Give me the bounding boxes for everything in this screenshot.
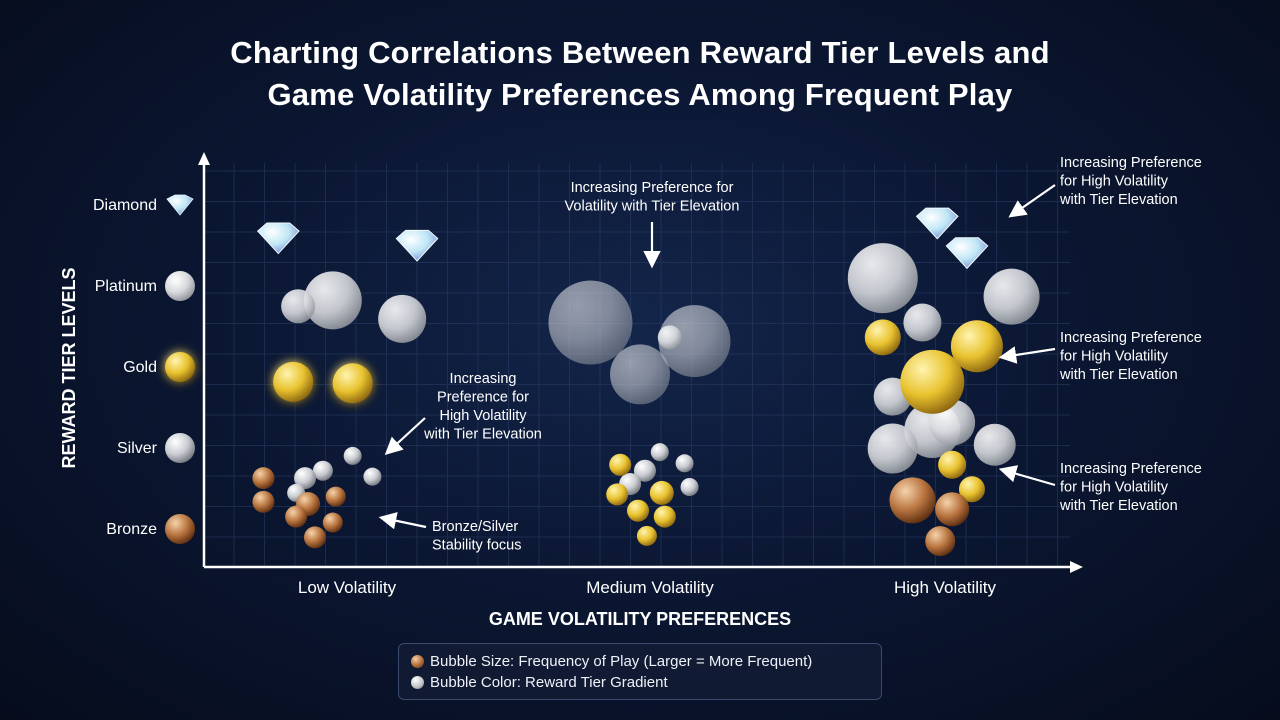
bronze-dot-icon	[411, 655, 424, 668]
bubble-platinum-4	[303, 271, 362, 330]
bubble-silver-26	[633, 459, 656, 482]
bubble-gold-30	[609, 453, 632, 476]
y-axis-title: REWARD TIER LEVELS	[59, 267, 79, 468]
chart-title-line-1: Charting Correlations Between Reward Tie…	[230, 35, 1050, 70]
bubble-bronze-19	[322, 512, 343, 533]
bubble-platinum-42	[867, 423, 918, 474]
annotation-arrow-5	[998, 465, 1056, 487]
bubble-platinum-21	[548, 280, 633, 365]
bubble-diamond-0	[256, 222, 300, 255]
legend-color-label: Bubble Color: Reward Tier Gradient	[430, 674, 668, 691]
bubble-gold-7	[273, 361, 314, 402]
x-tick-label-0: Low Volatility	[298, 578, 397, 597]
bubble-gold-48	[958, 476, 985, 503]
y-tick-label-gold: Gold	[123, 359, 157, 376]
annotation-arrow-3	[378, 512, 427, 530]
bubble-platinum-22	[658, 305, 731, 378]
annotation-arrow-1	[1008, 184, 1056, 218]
bubble-gold-31	[606, 483, 629, 506]
chart-title: Charting Correlations Between Reward Tie…	[0, 32, 1280, 116]
bubble-silver-10	[343, 446, 362, 465]
bubble-platinum-36	[847, 243, 918, 314]
bubble-platinum-23	[610, 344, 670, 405]
y-tick-label-silver: Silver	[117, 440, 158, 457]
legend-size-row: Bubble Size: Frequency of Play (Larger =…	[411, 651, 869, 672]
bubble-diamond-1	[395, 229, 439, 262]
annotation-arrow-4	[998, 346, 1056, 364]
bubble-gold-46	[900, 349, 965, 414]
bubble-bronze-18	[285, 505, 308, 528]
bubble-bronze-50	[935, 492, 970, 527]
annotation-text-3: Bronze/Silver Stability focus	[432, 519, 521, 554]
bubble-silver-9	[312, 460, 333, 481]
bubble-platinum-24	[657, 325, 682, 350]
bubble-platinum-37	[983, 268, 1040, 325]
bubble-platinum-5	[281, 289, 316, 324]
bubble-silver-27	[675, 454, 694, 473]
bubble-gold-47	[938, 450, 967, 479]
bubble-gold-32	[649, 480, 674, 505]
annotation-text-5: Increasing Preference for High Volatility…	[1059, 461, 1202, 514]
bubble-bronze-49	[889, 477, 936, 524]
annotation-text-2: Increasing Preference for High Volatility w…	[423, 371, 542, 443]
legend-size-label: Bubble Size: Frequency of Play (Larger =…	[430, 653, 813, 670]
x-axis-title: GAME VOLATILITY PREFERENCES	[489, 609, 791, 629]
bubble-gold-33	[627, 499, 650, 522]
platinum-tier-icon	[165, 271, 195, 301]
bubble-silver-25	[650, 443, 669, 462]
bubble-bronze-15	[252, 490, 275, 513]
bubble-gold-8	[332, 363, 373, 404]
annotation-arrow-2	[384, 417, 426, 455]
y-tick-label-platinum: Platinum	[95, 278, 157, 295]
legend-color-row: Bubble Color: Reward Tier Gradient	[411, 672, 869, 693]
legend-box: Bubble Size: Frequency of Play (Larger =…	[398, 643, 882, 700]
bubble-gold-35	[636, 525, 657, 546]
y-tick-label-bronze: Bronze	[106, 521, 157, 538]
chart-title-line-2: Game Volatility Preferences Among Freque…	[267, 77, 1013, 112]
gold-tier-icon	[165, 352, 195, 382]
x-tick-label-1: Medium Volatility	[586, 578, 714, 597]
bubble-gold-34	[653, 505, 676, 528]
bubble-bronze-17	[325, 486, 346, 507]
annotation-text-4: Increasing Preference for High Volatility…	[1059, 330, 1202, 383]
bubble-gold-45	[950, 320, 1003, 373]
bubble-diamond-2	[915, 207, 959, 240]
bubble-bronze-20	[303, 526, 326, 549]
bubble-gold-44	[864, 319, 901, 356]
bubble-platinum-38	[903, 303, 942, 342]
silver-dot-icon	[411, 676, 424, 689]
annotation-text-1: Increasing Preference for High Volatility…	[1059, 155, 1202, 208]
bronze-tier-icon	[165, 514, 195, 544]
y-tick-label-diamond: Diamond	[93, 197, 157, 214]
bubble-platinum-6	[378, 294, 427, 343]
bubble-silver-11	[294, 467, 317, 490]
y-axis-arrow-icon	[198, 152, 210, 165]
bubble-silver-12	[363, 467, 382, 486]
bubble-diamond-3	[945, 237, 989, 270]
diamond-tier-icon	[166, 194, 194, 216]
x-tick-label-2: High Volatility	[894, 578, 997, 597]
annotation-text-0: Increasing Preference for Volatility with…	[565, 180, 740, 215]
bubble-bronze-14	[252, 467, 275, 490]
bubble-platinum-43	[973, 423, 1016, 466]
silver-tier-icon	[165, 433, 195, 463]
x-axis-arrow-icon	[1070, 561, 1083, 573]
bubble-bronze-51	[925, 526, 956, 557]
bubble-silver-29	[680, 478, 699, 496]
